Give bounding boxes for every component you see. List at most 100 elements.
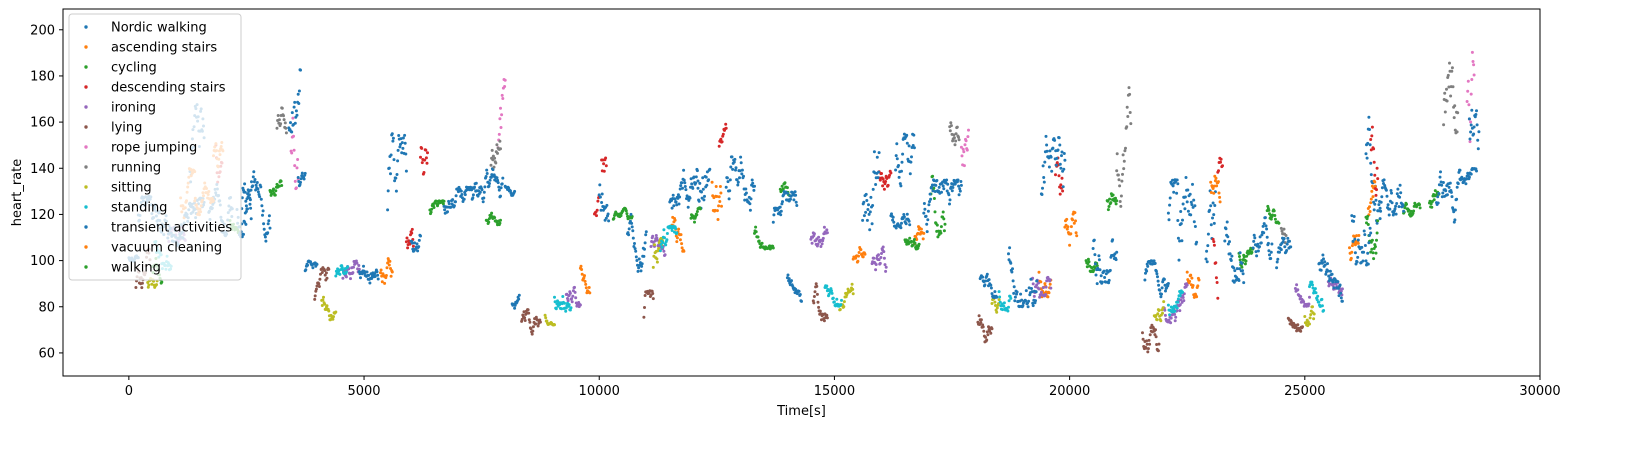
data-point: [331, 317, 335, 321]
data-point: [429, 210, 433, 214]
data-point: [1315, 298, 1319, 302]
data-point: [926, 209, 930, 213]
data-point: [376, 277, 380, 281]
data-point: [1262, 231, 1266, 235]
data-point: [460, 193, 464, 196]
data-point: [1060, 176, 1064, 180]
data-point: [1351, 239, 1355, 243]
data-point: [1128, 92, 1132, 96]
data-point: [1181, 202, 1185, 206]
data-point: [895, 142, 899, 146]
data-point: [1453, 208, 1457, 212]
data-point: [501, 97, 505, 100]
series-points: [214, 122, 1380, 300]
data-point: [571, 294, 575, 298]
data-point: [1475, 109, 1478, 113]
data-point: [695, 169, 699, 173]
data-point: [1368, 233, 1371, 237]
data-point: [744, 191, 748, 195]
data-point: [1477, 130, 1481, 134]
y-tick-label: 100: [30, 254, 55, 269]
data-point: [1365, 156, 1369, 160]
data-point: [1042, 176, 1046, 179]
data-point: [1366, 223, 1370, 226]
data-point: [1209, 191, 1213, 194]
legend-marker: [84, 25, 88, 29]
data-point: [1269, 250, 1273, 254]
points-layer: [127, 50, 1481, 354]
data-point: [740, 168, 744, 172]
data-point: [282, 118, 286, 122]
data-point: [1364, 259, 1368, 263]
data-point: [304, 268, 308, 272]
data-point: [523, 319, 527, 322]
data-point: [1296, 288, 1300, 292]
data-point: [734, 166, 738, 170]
data-point: [1206, 244, 1210, 248]
data-point: [1085, 265, 1089, 269]
data-point: [1311, 305, 1314, 309]
data-point: [1475, 123, 1479, 127]
data-point: [754, 225, 758, 229]
data-point: [865, 199, 869, 202]
data-point: [1214, 176, 1218, 180]
data-point: [1124, 146, 1127, 150]
data-point: [1439, 180, 1443, 184]
data-point: [341, 276, 345, 280]
data-point: [998, 295, 1002, 299]
data-point: [320, 304, 324, 307]
data-point: [683, 185, 687, 188]
data-point: [1178, 294, 1182, 298]
data-point: [254, 183, 258, 187]
data-point: [344, 270, 348, 274]
data-point: [869, 195, 873, 199]
data-point: [543, 313, 547, 317]
data-point: [1121, 153, 1125, 157]
legend-marker: [84, 265, 88, 269]
legend-marker: [84, 205, 88, 209]
data-point: [1189, 213, 1193, 217]
data-point: [497, 132, 501, 136]
data-point: [482, 190, 486, 194]
data-point: [1001, 308, 1005, 312]
data-point: [721, 132, 725, 136]
data-point: [150, 282, 154, 286]
data-point: [692, 175, 696, 179]
data-point: [1185, 200, 1189, 204]
data-point: [1031, 304, 1035, 308]
data-point: [1311, 286, 1315, 290]
data-point: [1115, 250, 1119, 254]
data-point: [982, 329, 986, 333]
data-point: [1471, 60, 1475, 63]
data-point: [560, 307, 564, 311]
data-point: [410, 231, 414, 235]
data-point: [719, 191, 723, 195]
data-point: [297, 102, 301, 105]
data-point: [654, 234, 658, 237]
data-point: [1062, 152, 1066, 155]
data-point: [1445, 99, 1449, 103]
data-point: [497, 188, 501, 192]
data-point: [857, 251, 861, 254]
data-point: [1252, 239, 1256, 243]
data-point: [1212, 221, 1216, 225]
data-point: [900, 160, 904, 164]
data-point: [1146, 347, 1150, 351]
data-point: [1061, 185, 1065, 189]
data-point: [1229, 259, 1233, 262]
data-point: [152, 279, 155, 283]
data-point: [1455, 185, 1459, 189]
data-point: [738, 169, 742, 173]
data-point: [817, 305, 821, 309]
data-point: [293, 100, 297, 104]
data-point: [1035, 283, 1039, 287]
data-point: [1446, 73, 1450, 77]
data-point: [1312, 317, 1316, 321]
data-point: [1118, 200, 1122, 203]
data-point: [653, 239, 657, 243]
data-point: [498, 117, 502, 121]
data-point: [708, 167, 712, 171]
data-point: [911, 243, 915, 247]
data-point: [452, 204, 456, 208]
data-point: [553, 323, 556, 327]
